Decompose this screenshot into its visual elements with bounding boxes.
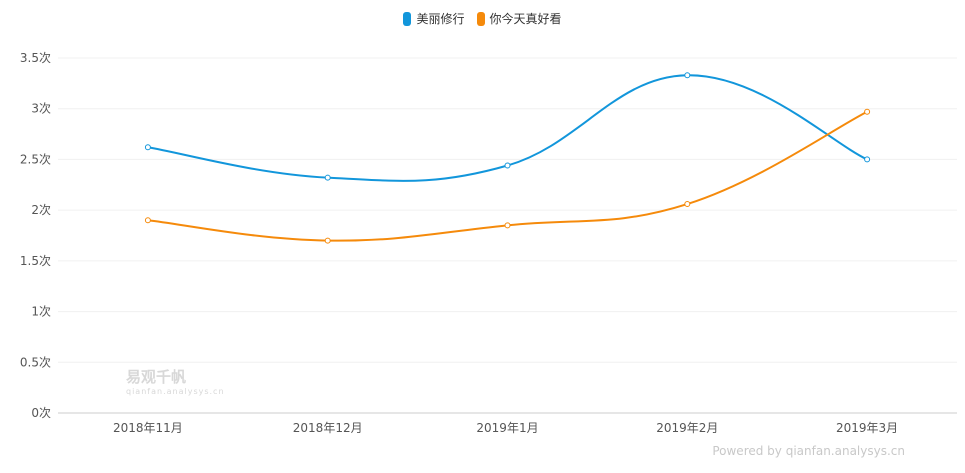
data-point bbox=[864, 156, 871, 163]
legend-swatch bbox=[403, 11, 412, 26]
y-tick-label: 2.5次 bbox=[20, 152, 51, 166]
data-point bbox=[684, 72, 691, 79]
legend-item-series-1[interactable]: 你今天真好看 bbox=[476, 10, 562, 27]
data-point bbox=[144, 144, 151, 151]
y-tick-label: 3次 bbox=[31, 102, 51, 116]
legend-swatch bbox=[476, 11, 485, 26]
powered-by-text: Powered by qianfan.analysys.cn bbox=[712, 444, 905, 458]
legend: 美丽修行 你今天真好看 bbox=[0, 10, 965, 27]
watermark-subtitle: qianfan.analysys.cn bbox=[126, 387, 225, 396]
x-tick-label: 2019年1月 bbox=[476, 421, 538, 435]
data-point bbox=[684, 201, 691, 208]
data-point bbox=[504, 162, 511, 169]
data-point bbox=[144, 217, 151, 224]
legend-item-series-0[interactable]: 美丽修行 bbox=[403, 10, 465, 27]
y-tick-label: 0.5次 bbox=[20, 355, 51, 369]
data-point bbox=[324, 174, 331, 181]
x-tick-label: 2019年3月 bbox=[836, 421, 898, 435]
y-tick-label: 0次 bbox=[31, 406, 51, 420]
legend-label: 美丽修行 bbox=[416, 12, 465, 26]
x-tick-label: 2018年11月 bbox=[113, 421, 183, 435]
x-tick-label: 2018年12月 bbox=[293, 421, 363, 435]
y-tick-label: 3.5次 bbox=[20, 51, 51, 65]
watermark-logo: 易观千帆 qianfan.analysys.cn bbox=[126, 366, 225, 396]
watermark-title: 易观千帆 bbox=[126, 368, 187, 386]
x-tick-label: 2019年2月 bbox=[656, 421, 718, 435]
series-line-1 bbox=[147, 110, 868, 242]
y-tick-label: 2次 bbox=[31, 203, 51, 217]
y-tick-label: 1次 bbox=[31, 305, 51, 319]
data-point bbox=[504, 222, 511, 229]
y-tick-label: 1.5次 bbox=[20, 254, 51, 268]
data-point bbox=[324, 237, 331, 244]
data-point bbox=[864, 108, 871, 115]
legend-label: 你今天真好看 bbox=[489, 12, 562, 26]
